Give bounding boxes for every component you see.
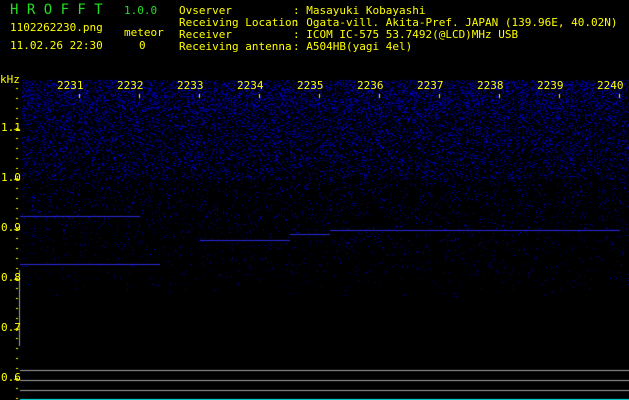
x-tick-label: 2235 (297, 79, 324, 92)
info-value: : ICOM IC-575 53.7492(@LCD)MHz USB (293, 28, 519, 41)
info-label: Receiver (179, 28, 232, 41)
meteor-label: meteor (124, 26, 164, 39)
info-value: : A504HB(yagi 4el) (293, 40, 413, 53)
x-tick-label: 2239 (537, 79, 564, 92)
x-tick-label: 2240 (597, 79, 624, 92)
y-tick-label: 0.8 (1, 271, 21, 284)
meteor-count: 0 (139, 39, 146, 52)
y-tick-label: 1.1 (1, 121, 21, 134)
y-tick-label: 1.0 (1, 171, 21, 184)
file-name: 1102262230.png (10, 21, 103, 34)
x-tick-label: 2232 (117, 79, 144, 92)
x-tick-label: 2237 (417, 79, 444, 92)
x-tick-label: 2233 (177, 79, 204, 92)
y-tick-label: 0.7 (1, 321, 21, 334)
info-value: : Ogata-vill. Akita-Pref. JAPAN (139.96E… (293, 16, 618, 29)
y-tick-label: 0.9 (1, 221, 21, 234)
x-tick-label: 2236 (357, 79, 384, 92)
app-version: 1.0.0 (124, 4, 158, 17)
info-value: : Masayuki Kobayashi (293, 4, 426, 17)
x-tick-label: 2231 (57, 79, 84, 92)
x-tick-label: 2234 (237, 79, 264, 92)
file-datetime: 11.02.26 22:30 (10, 39, 103, 52)
info-label: Receiving Location (179, 16, 299, 29)
y-tick-label: 0.6 (1, 371, 21, 384)
unit-label: kHz (0, 73, 20, 86)
app-title: H R O F F T (10, 2, 103, 18)
info-label: Ovserver (179, 4, 232, 17)
info-label: Receiving antenna (179, 40, 292, 53)
x-tick-label: 2238 (477, 79, 504, 92)
